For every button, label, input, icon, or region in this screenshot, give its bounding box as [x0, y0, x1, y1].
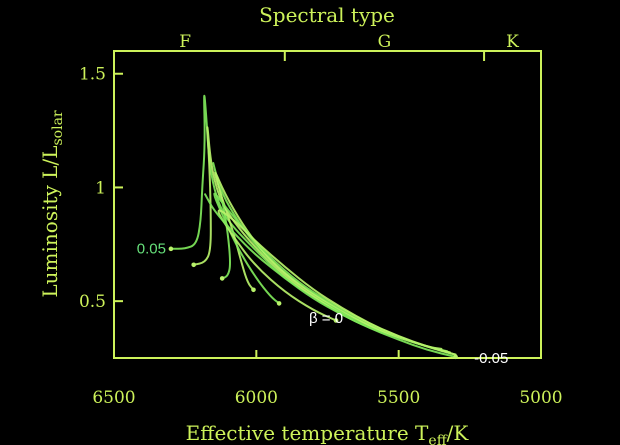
plot-frame	[113, 50, 542, 359]
y-axis-title-sub: solar	[50, 110, 66, 145]
series-endpoint	[333, 318, 339, 323]
x-tick-label: 6500	[92, 388, 135, 408]
annotations: 0.05 β = 0 -0.05	[137, 241, 509, 367]
top-axis-title: Spectral type	[259, 3, 395, 27]
y-axis-title: Luminosity L/Lsolar	[38, 110, 66, 298]
spectral-label: G	[378, 32, 392, 52]
series-line	[204, 193, 457, 358]
spectral-label: K	[506, 32, 519, 52]
curve-annotation: β = 0	[309, 310, 343, 327]
series-line	[214, 171, 451, 354]
x-axis-title-tail: /K	[447, 421, 470, 445]
series-endpoint	[453, 354, 458, 360]
y-tick-label: 1	[95, 178, 106, 198]
spectral-label: F	[179, 32, 191, 52]
y-tick-label: 0.5	[79, 292, 106, 312]
series-endpoint	[191, 262, 197, 268]
x-tick-label: 5000	[519, 388, 562, 408]
series-endpoint	[168, 246, 174, 252]
series-endpoint	[276, 301, 282, 306]
series-endpoint	[251, 287, 256, 293]
y-axis-title-main: Luminosity L/L	[38, 146, 62, 298]
curve-annotation: 0.05	[137, 241, 166, 258]
series-line	[169, 94, 429, 348]
x-axis-title: Effective temperature Teff/K	[186, 421, 470, 445]
y-tick-label: 1.5	[79, 65, 106, 85]
series-line	[217, 209, 457, 356]
axes: 6500 6000 5500 5000 0.5 1 1.5 F G K	[79, 32, 563, 408]
x-axis-title-main: Effective temperature T	[186, 421, 429, 445]
x-tick-label: 5500	[377, 388, 420, 408]
series-line	[213, 192, 457, 356]
curve-annotation: -0.05	[474, 350, 508, 367]
x-tick-label: 6000	[235, 388, 278, 408]
plot-area	[113, 50, 542, 359]
curves	[168, 94, 458, 360]
x-axis-title-sub: eff	[428, 433, 447, 445]
series-endpoint	[219, 276, 225, 281]
